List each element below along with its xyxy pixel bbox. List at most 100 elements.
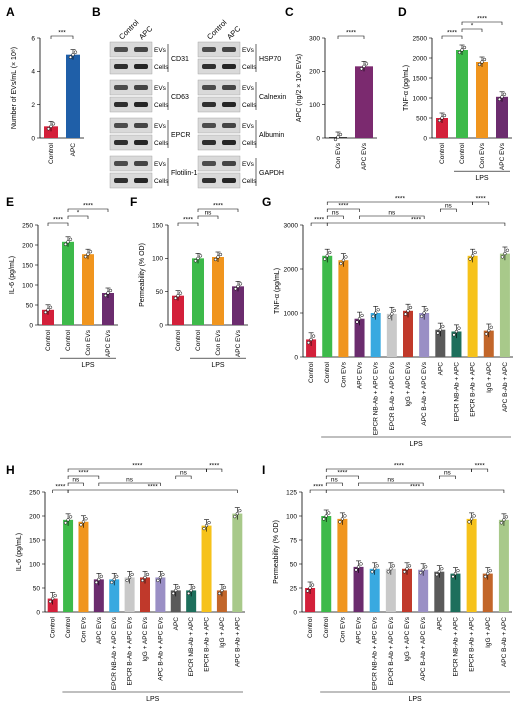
blot-row-label: Cells bbox=[242, 140, 257, 147]
sig-label: **** bbox=[148, 484, 159, 491]
sig-label: * bbox=[77, 210, 80, 217]
x-tick-label: EPCR NB-Ab + APC bbox=[453, 362, 460, 422]
x-tick-label: EPCR B-Ab + APC EVs bbox=[127, 616, 134, 685]
data-point bbox=[108, 288, 113, 293]
data-point bbox=[68, 515, 73, 519]
blot-band bbox=[134, 64, 148, 69]
x-tick-label: Control bbox=[324, 361, 331, 383]
data-point bbox=[305, 589, 310, 593]
sig-label: ns bbox=[126, 477, 134, 484]
data-point bbox=[441, 324, 445, 329]
data-point bbox=[504, 515, 509, 519]
blot-strip bbox=[197, 134, 241, 151]
blot-band bbox=[202, 64, 216, 69]
sig-label: **** bbox=[411, 217, 422, 224]
data-point bbox=[402, 570, 407, 574]
x-tick-label: EPCR B-Ab + APC EVs bbox=[388, 616, 395, 685]
data-point bbox=[376, 308, 380, 312]
data-point bbox=[497, 97, 502, 101]
sig-bracket bbox=[326, 208, 360, 212]
bar bbox=[232, 286, 244, 325]
sig-bracket bbox=[67, 475, 100, 479]
bar bbox=[216, 590, 227, 612]
y-tick-label: 0 bbox=[293, 609, 297, 616]
bar bbox=[62, 241, 74, 325]
bar bbox=[44, 126, 58, 138]
data-point bbox=[451, 574, 455, 579]
sig-bracket bbox=[439, 475, 456, 479]
data-point bbox=[202, 526, 206, 531]
data-point bbox=[99, 574, 103, 579]
data-point bbox=[419, 571, 423, 575]
y-tick-label: 150 bbox=[22, 262, 33, 269]
data-point bbox=[178, 291, 183, 295]
data-point bbox=[140, 578, 145, 583]
panel-letter-d: D bbox=[398, 5, 407, 19]
bar bbox=[192, 258, 204, 325]
blot-band bbox=[222, 47, 236, 52]
x-tick-label: APC bbox=[436, 617, 443, 631]
chart-panel-i: 0 25 50 75 100 125 Permeability (% OD) Control C… bbox=[273, 463, 512, 703]
x-tick-label: Con EVs bbox=[215, 329, 222, 355]
data-point bbox=[355, 320, 359, 324]
blot-band bbox=[114, 140, 128, 145]
data-point bbox=[198, 254, 203, 258]
x-tick-label: Control bbox=[307, 616, 314, 638]
bar bbox=[109, 579, 120, 612]
sig-bracket bbox=[326, 222, 506, 226]
bar bbox=[93, 579, 104, 612]
data-point bbox=[233, 287, 238, 291]
sig-bracket bbox=[47, 222, 69, 226]
bar bbox=[172, 295, 184, 325]
sig-bracket bbox=[440, 208, 457, 212]
blot-band bbox=[134, 140, 148, 145]
data-point bbox=[333, 137, 338, 142]
x-tick-label: Control bbox=[48, 142, 55, 164]
sig-bracket bbox=[177, 222, 199, 226]
blot-band bbox=[202, 140, 216, 145]
y-tick-label: 4 bbox=[31, 69, 35, 76]
sig-label: ns bbox=[331, 477, 339, 484]
data-point bbox=[218, 252, 223, 257]
y-tick-label: 100 bbox=[29, 561, 40, 568]
x-tick-label: Control bbox=[308, 361, 315, 383]
blot-marker-label: CD31 bbox=[171, 56, 189, 63]
sig-label: * bbox=[471, 23, 474, 30]
blot-band bbox=[134, 123, 148, 128]
group-label: LPS bbox=[211, 362, 225, 369]
bar bbox=[102, 293, 114, 325]
bar bbox=[467, 255, 478, 357]
blot-band bbox=[114, 161, 128, 166]
data-point bbox=[371, 314, 375, 318]
data-point bbox=[173, 296, 178, 300]
x-tick-label: Control bbox=[195, 329, 202, 351]
bar bbox=[201, 525, 212, 612]
blot-col-label-control-left: Control bbox=[117, 18, 141, 42]
sig-bracket bbox=[50, 35, 74, 39]
bar bbox=[385, 568, 396, 612]
blot-row-label: Cells bbox=[154, 64, 169, 71]
data-point bbox=[207, 520, 211, 525]
x-tick-label: EPCR NB-Ab + APC EVs bbox=[373, 361, 380, 435]
panel-letter-c: C bbox=[285, 5, 294, 19]
y-tick-label: 0 bbox=[159, 322, 163, 329]
data-point bbox=[469, 517, 474, 521]
sig-bracket bbox=[325, 489, 505, 493]
x-tick-label: Control bbox=[459, 142, 466, 164]
x-tick-label: APC EVs bbox=[96, 616, 103, 644]
y-tick-label: 0 bbox=[29, 322, 33, 329]
data-point bbox=[79, 523, 83, 527]
blot-band bbox=[114, 123, 128, 128]
x-tick-label: EPCR NB-Ab + APC bbox=[452, 617, 459, 677]
y-tick-label: 2 bbox=[31, 102, 35, 109]
data-point bbox=[364, 62, 369, 66]
y-tick-label: 50 bbox=[26, 302, 34, 309]
data-point bbox=[66, 518, 70, 522]
panel-letter-i: I bbox=[262, 463, 265, 477]
x-tick-label: APC B-Ab + APC bbox=[501, 617, 508, 667]
y-tick-label: 100 bbox=[152, 256, 163, 263]
data-point bbox=[130, 572, 134, 577]
data-point bbox=[110, 580, 114, 585]
bar bbox=[450, 573, 461, 612]
data-point bbox=[386, 570, 390, 574]
